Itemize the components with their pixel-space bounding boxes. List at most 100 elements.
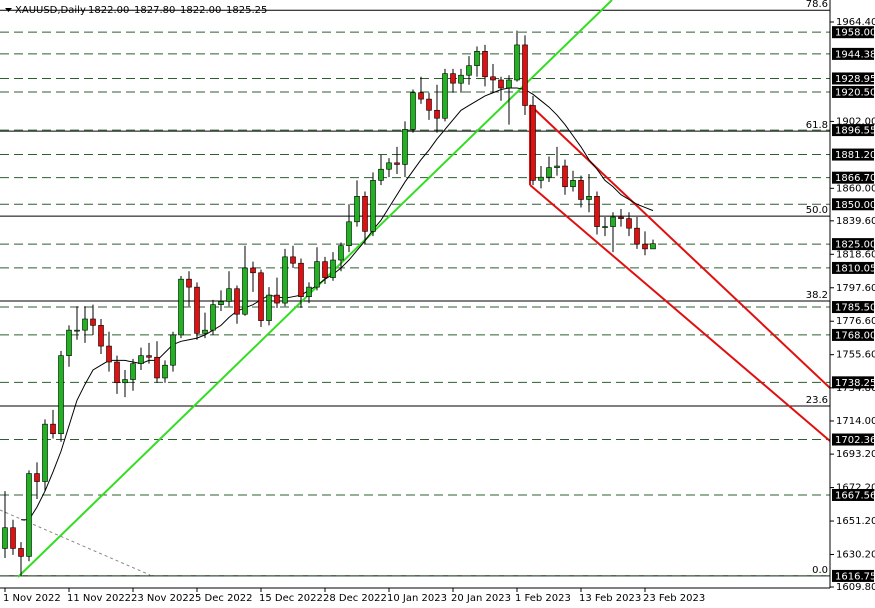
y-tick-label: 1693.20 [836,449,875,460]
level-label: 1881.20 [835,150,875,161]
fib-label: 23.6 [806,395,828,406]
candle-body [434,109,440,119]
y-tick-label: 1902.00 [836,116,875,127]
candle-body [42,423,48,482]
level-label: 1896.55 [835,126,875,137]
level-label-box [832,301,874,314]
candle-body [410,92,416,130]
fib-label: 78.6 [806,0,828,10]
level-label: 1866.70 [835,173,875,184]
candle-body [346,221,352,247]
candle-body [170,334,176,366]
x-tick-label: 28 Dec 2022 [323,593,387,604]
candle-body [650,243,656,250]
candle-body [506,79,512,89]
candle-body [458,74,464,84]
level-label-box [832,261,874,274]
fib-label: 61.8 [806,120,828,131]
candle-body [570,180,576,188]
menu-arrow [5,8,12,12]
y-tick-label: 1651.20 [836,516,875,527]
level-label: 1785.50 [835,303,875,314]
candle-body [490,76,496,81]
candle-body [618,216,624,219]
candle-body [66,329,72,356]
candle-body [306,286,312,297]
candle-body [554,165,560,168]
level-label: 1667.56 [835,490,875,501]
level-label: 1825.00 [835,240,875,251]
candle-body [450,73,456,84]
fib-label: 50.0 [806,205,828,216]
candle-body [146,355,152,358]
candle-body [250,267,256,274]
candle-body [58,355,64,435]
candle-body [290,256,296,264]
x-tick-label: 23 Nov 2022 [131,593,195,604]
level-label: 1920.50 [835,87,875,98]
candle-body [426,98,432,111]
trendline [17,0,613,578]
y-tick-label: 1839.60 [836,216,875,227]
level-label: 1768.00 [835,330,875,341]
x-tick-label: 13 Feb 2023 [579,593,641,604]
x-tick-label: 10 Jan 2023 [387,593,447,604]
level-label-box [832,488,874,501]
level-label-box [832,124,874,137]
candle-body [202,329,208,334]
candle-body [586,196,592,200]
level-label-box [832,433,874,446]
candle-body [226,288,232,302]
symbol: XAUUSD,Daily [15,5,86,16]
candle-body [362,196,368,232]
candle-body [538,176,544,181]
level-label-box [832,376,874,389]
channel-line [529,184,831,442]
candle-body [130,363,136,380]
candle-body [218,301,224,305]
candle-body [162,364,168,379]
y-tick-label: 1818.60 [836,249,875,260]
y-tick-label: 1964.40 [836,17,875,28]
candle-body [338,245,344,261]
candle-body [26,473,32,557]
candle-body [498,79,504,89]
candle-body [546,167,552,178]
candle-body [2,527,8,549]
candle-body [602,226,608,228]
header-high: 1827.80 [134,5,175,16]
channel-line [529,104,831,389]
candles-layer [2,30,656,576]
candle-body [34,473,40,482]
candle-body [98,325,104,347]
y-tick-label: 1630.20 [836,550,875,561]
x-tick-label: 5 Dec 2022 [195,593,253,604]
y-tick-label: 1860.00 [836,183,875,194]
level-label-box [832,72,874,85]
candle-body [138,355,144,364]
level-label: 1958.00 [835,28,875,39]
level-label-box [832,171,874,184]
candle-body [482,51,488,78]
level-label-box [832,569,874,582]
candle-body [322,261,328,278]
candle-body [354,196,360,223]
fib-label: 0.0 [812,565,828,576]
candle-body [82,318,88,331]
candle-body [258,272,264,321]
x-tick-label: 23 Feb 2023 [643,593,705,604]
level-label: 1928.95 [835,74,875,85]
candle-body [514,44,520,81]
level-label: 1702.36 [835,435,875,446]
candle-body [466,65,472,76]
header-open: 1822.00 [88,5,129,16]
candle-body [626,218,632,229]
candle-body [242,267,248,315]
x-tick-label: 1 Nov 2022 [3,593,61,604]
candle-body [106,345,112,363]
axis-layer: 1964.40 1902.00 1860.00 1839.60 1818.60 1797.… [3,17,875,604]
x-tick-label: 15 Dec 2022 [259,593,323,604]
y-tick-label: 1609.80 [836,582,875,593]
level-label: 1616.75 [835,571,875,582]
candle-body [234,288,240,315]
